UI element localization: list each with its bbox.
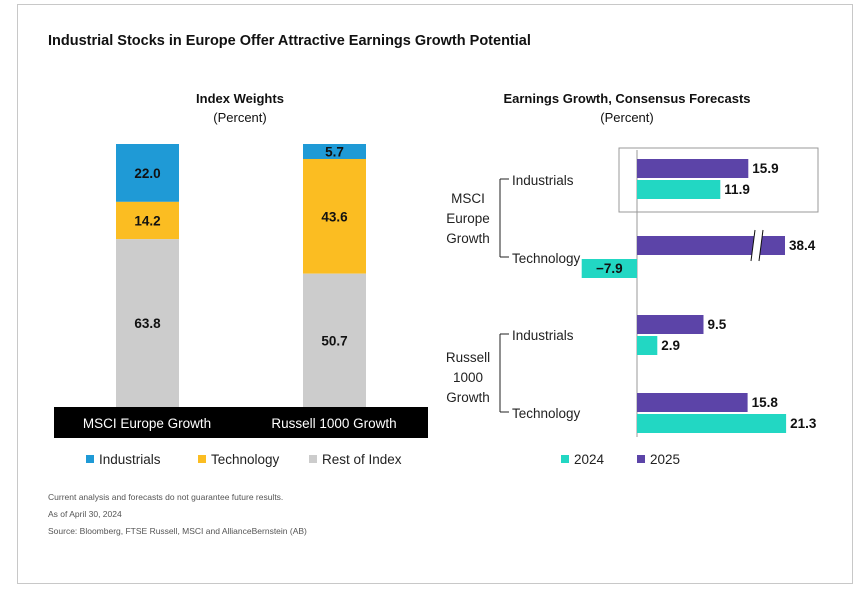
legend-swatch — [309, 455, 317, 463]
data-label: 22.0 — [134, 166, 160, 181]
axis-break-line — [758, 229, 764, 262]
right-panel-title: Earnings Growth, Consensus Forecasts — [503, 91, 751, 106]
data-label: 5.7 — [325, 144, 344, 159]
legend-swatch — [86, 455, 94, 463]
main-title: Industrial Stocks in Europe Offer Attrac… — [48, 33, 531, 49]
category-label: MSCI Europe Growth — [83, 416, 211, 431]
category-label: Russell 1000 Growth — [271, 416, 396, 431]
group-label: 1000 — [453, 370, 483, 385]
legend-swatch — [198, 455, 206, 463]
bar-2024 — [637, 414, 787, 433]
chart-frame — [17, 4, 853, 584]
category-band — [54, 407, 428, 438]
data-label: −7.9 — [596, 261, 623, 276]
data-label: 50.7 — [321, 333, 347, 348]
left-panel-title: Index Weights — [196, 91, 284, 106]
item-label: Technology — [512, 251, 581, 266]
bar-industrials-1 — [303, 144, 366, 159]
bar-2025 — [637, 159, 749, 178]
footnote-disclaimer: Current analysis and forecasts do not gu… — [48, 492, 284, 502]
data-label: 21.3 — [790, 416, 817, 431]
bar-industrials-0 — [116, 144, 179, 202]
legend-label: Industrials — [99, 452, 161, 467]
data-label: 11.9 — [724, 182, 750, 197]
bar-2024 — [637, 336, 658, 355]
left-panel-subtitle: (Percent) — [213, 110, 267, 125]
data-label: 14.2 — [134, 214, 160, 229]
item-label: Technology — [512, 406, 581, 421]
legend-label: 2024 — [574, 452, 605, 467]
legend-swatch — [637, 455, 645, 463]
bar-rest-0 — [116, 239, 179, 407]
data-label: 63.8 — [134, 316, 161, 331]
group-label: Europe — [446, 211, 490, 226]
legend-label: 2025 — [650, 452, 680, 467]
bar-technology-1 — [303, 158, 366, 274]
data-label: 15.8 — [752, 395, 779, 410]
footnote-source: Source: Bloomberg, FTSE Russell, MSCI an… — [48, 526, 307, 536]
data-label: 2.9 — [661, 338, 680, 353]
bar-2025 — [637, 315, 704, 334]
group-label: Growth — [446, 390, 490, 405]
legend-label: Rest of Index — [322, 452, 402, 467]
data-label: 15.9 — [752, 161, 778, 176]
group-label: MSCI — [451, 191, 485, 206]
item-label: Industrials — [512, 173, 574, 188]
axis-break-line — [750, 229, 756, 262]
group-label: Russell — [446, 350, 490, 365]
item-label: Industrials — [512, 328, 574, 343]
right-panel-subtitle: (Percent) — [600, 110, 654, 125]
highlight-box — [618, 147, 819, 213]
data-label: 9.5 — [708, 317, 727, 332]
bar-technology-0 — [116, 201, 179, 240]
data-label: 43.6 — [321, 209, 348, 224]
group-label: Growth — [446, 231, 490, 246]
bar-2025 — [637, 393, 748, 412]
data-label: 38.4 — [789, 238, 816, 253]
footnote-date: As of April 30, 2024 — [48, 509, 122, 519]
bar-2024 — [637, 180, 721, 199]
legend-swatch — [561, 455, 569, 463]
bar-2025 — [637, 236, 785, 255]
legend-label: Technology — [211, 452, 280, 467]
bar-2024 — [581, 259, 637, 278]
bar-rest-1 — [303, 273, 366, 407]
